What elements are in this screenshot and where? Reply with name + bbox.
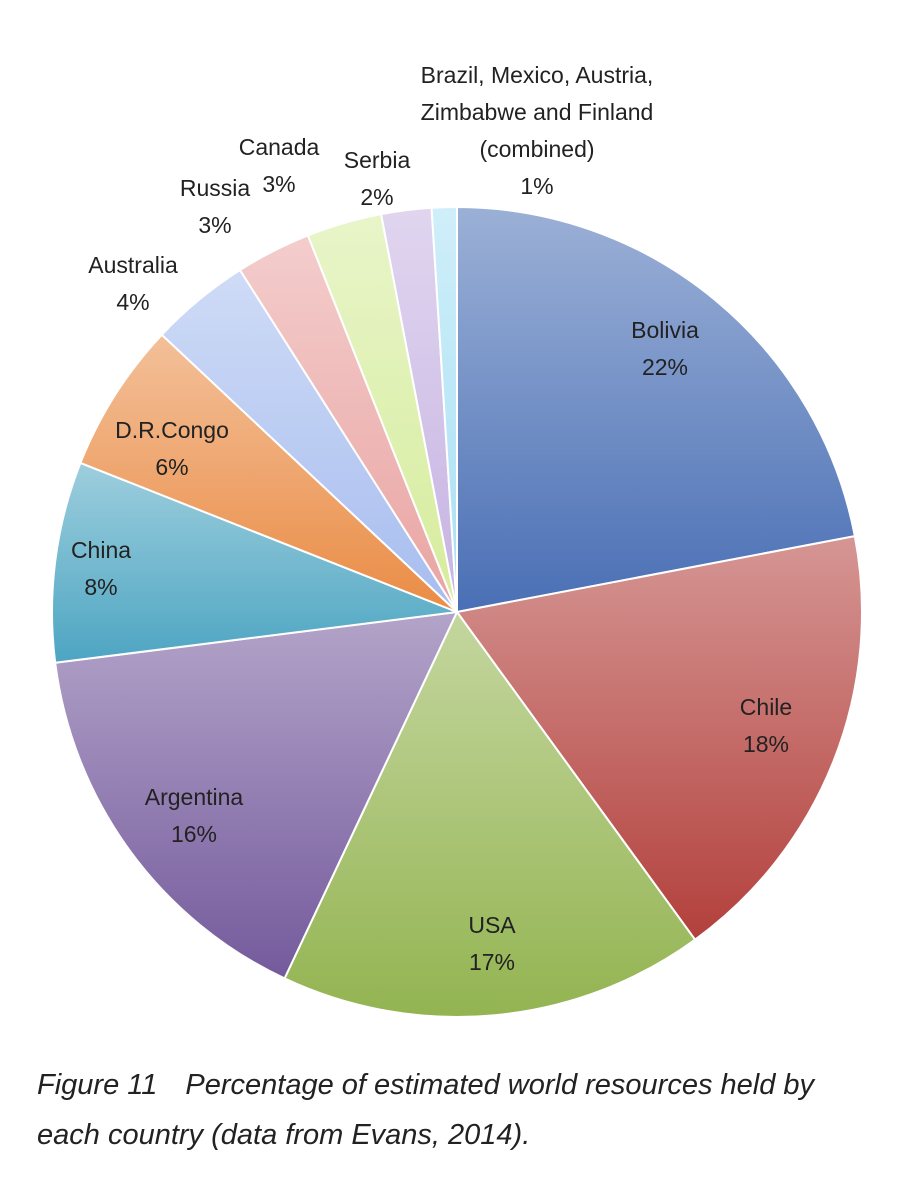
slice-label: Australia (88, 252, 178, 278)
pie-slice (54, 610, 459, 980)
pie-slice (79, 333, 458, 613)
slice-label: USA (468, 912, 516, 938)
value-label: 2% (360, 184, 394, 210)
slice-label: Serbia (343, 147, 411, 173)
slice-label: Brazil, Mexico, Austria, Zimbabwe and Fi… (420, 62, 654, 162)
pie-slice (456, 205, 856, 614)
value-label: 22% (641, 354, 689, 380)
value-label: 18% (742, 731, 790, 757)
value-label: 1% (520, 173, 554, 199)
pie-slice (51, 461, 458, 664)
value-label: 3% (262, 171, 296, 197)
pie-slice (430, 205, 458, 613)
value-label: 8% (84, 574, 118, 600)
value-label: 17% (468, 949, 516, 975)
slice-label: China (70, 537, 132, 563)
slice-label: Russia (179, 175, 251, 201)
slice-label: Chile (739, 694, 793, 720)
figure-label: Figure 11 (37, 1069, 158, 1101)
slice-label: Canada (238, 134, 320, 160)
value-label: 4% (116, 289, 150, 315)
pie-slice (455, 534, 863, 942)
value-label: 3% (198, 212, 232, 238)
caption-text: Percentage of estimated world resources … (37, 1069, 815, 1151)
slice-label: Bolivia (631, 317, 699, 343)
value-label: 6% (155, 454, 189, 480)
chart (51, 205, 863, 1018)
caption: Figure 11 Percentage of estimated world r… (37, 1060, 877, 1160)
value-label: 16% (170, 821, 218, 847)
slice-label: Argentina (144, 784, 244, 810)
pie-slice (283, 610, 697, 1018)
slice-label: D.R.Congo (115, 417, 229, 443)
